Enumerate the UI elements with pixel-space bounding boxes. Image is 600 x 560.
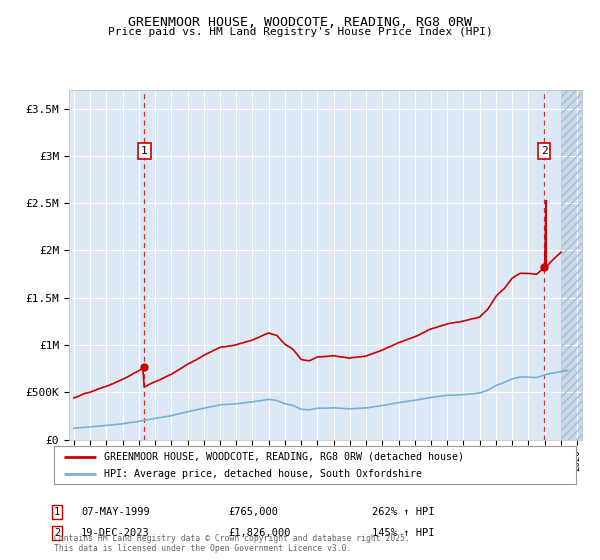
Text: 2: 2 — [541, 146, 547, 156]
Text: Price paid vs. HM Land Registry's House Price Index (HPI): Price paid vs. HM Land Registry's House … — [107, 27, 493, 37]
Text: 145% ↑ HPI: 145% ↑ HPI — [372, 528, 434, 538]
Text: HPI: Average price, detached house, South Oxfordshire: HPI: Average price, detached house, Sout… — [104, 469, 422, 479]
Text: 1: 1 — [54, 507, 60, 517]
Text: Contains HM Land Registry data © Crown copyright and database right 2025.
This d: Contains HM Land Registry data © Crown c… — [54, 534, 410, 553]
Text: 2: 2 — [54, 528, 60, 538]
Text: £765,000: £765,000 — [228, 507, 278, 517]
Bar — [561, 90, 582, 440]
Text: £1,826,000: £1,826,000 — [228, 528, 290, 538]
Text: 19-DEC-2023: 19-DEC-2023 — [81, 528, 150, 538]
Bar — [561, 90, 582, 440]
Text: 262% ↑ HPI: 262% ↑ HPI — [372, 507, 434, 517]
Text: GREENMOOR HOUSE, WOODCOTE, READING, RG8 0RW (detached house): GREENMOOR HOUSE, WOODCOTE, READING, RG8 … — [104, 451, 464, 461]
Text: GREENMOOR HOUSE, WOODCOTE, READING, RG8 0RW: GREENMOOR HOUSE, WOODCOTE, READING, RG8 … — [128, 16, 472, 29]
Text: 1: 1 — [141, 146, 148, 156]
Text: 07-MAY-1999: 07-MAY-1999 — [81, 507, 150, 517]
